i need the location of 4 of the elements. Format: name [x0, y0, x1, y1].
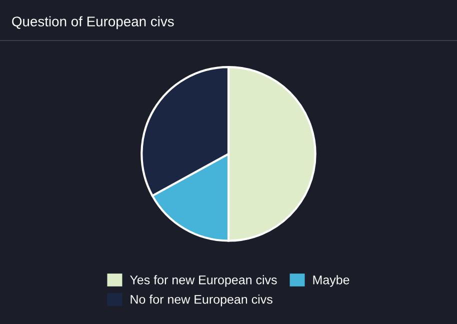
legend-label: No for new European civs: [130, 294, 272, 306]
legend-label: Maybe: [313, 275, 350, 287]
chart-title: Question of European civs: [12, 16, 174, 30]
legend-label: Yes for new European civs: [130, 275, 277, 287]
